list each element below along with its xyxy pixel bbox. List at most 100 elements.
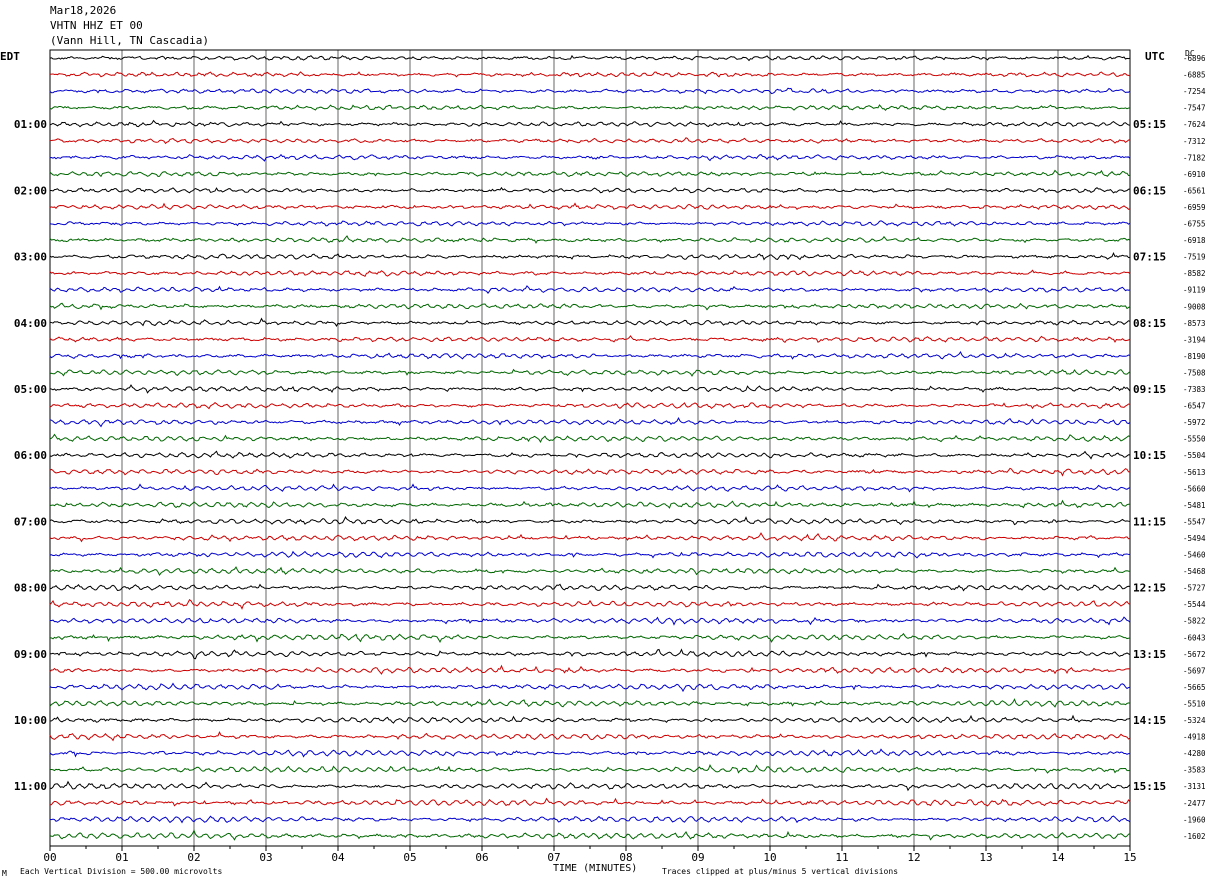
seismic-trace <box>49 153 1131 162</box>
header-station: VHTN HHZ ET 00 <box>50 19 143 32</box>
left-hour-label: 09:00 <box>14 648 47 661</box>
x-tick-label: 01 <box>115 851 128 864</box>
dc-offset-label: -5660 <box>1183 484 1206 493</box>
x-tick-label: 06 <box>475 851 488 864</box>
x-tick-label: 02 <box>187 851 200 864</box>
dc-offset-label: -6755 <box>1183 220 1206 229</box>
seismic-trace <box>49 748 1131 758</box>
dc-offset-label: -5697 <box>1183 666 1206 675</box>
seismic-trace <box>49 169 1131 178</box>
seismic-trace <box>49 87 1131 95</box>
seismic-trace <box>49 54 1131 62</box>
seismic-trace <box>49 302 1131 311</box>
seismic-trace <box>49 186 1131 194</box>
seismic-trace <box>49 532 1131 543</box>
x-tick-label: 00 <box>43 851 56 864</box>
left-hour-label: 10:00 <box>14 714 47 727</box>
dc-offset-label: -5547 <box>1183 517 1206 526</box>
dc-offset-label: -6910 <box>1183 170 1206 179</box>
dc-offset-label: -8582 <box>1183 269 1206 278</box>
right-hour-label: 09:15 <box>1133 383 1166 396</box>
right-hour-label: 14:15 <box>1133 714 1166 727</box>
left-hour-label: 06:00 <box>14 449 47 462</box>
seismic-trace <box>49 317 1131 327</box>
dc-offset-label: -6959 <box>1183 203 1206 212</box>
dc-offset-label: -5544 <box>1183 600 1206 609</box>
dc-offset-label: -5550 <box>1183 435 1206 444</box>
dc-offset-label: -5822 <box>1183 617 1206 626</box>
seismic-trace <box>49 71 1131 78</box>
dc-offset-label: -7254 <box>1183 87 1206 96</box>
left-hour-label: 07:00 <box>14 515 47 528</box>
x-tick-label: 08 <box>619 851 632 864</box>
x-tick-label: 14 <box>1051 851 1065 864</box>
dc-offset-label: -5665 <box>1183 683 1206 692</box>
vertical-division-note: Each Vertical Division = 500.00 microvol… <box>20 867 223 876</box>
right-hour-label: 05:15 <box>1133 118 1166 131</box>
seismic-trace <box>49 137 1131 145</box>
dc-offset-label: -2477 <box>1183 799 1206 808</box>
left-hour-label: 02:00 <box>14 184 47 197</box>
dc-offset-label: -5972 <box>1183 418 1206 427</box>
dc-offset-label: -4918 <box>1183 733 1206 742</box>
dc-offset-label: -7383 <box>1183 385 1206 394</box>
seismic-trace <box>49 516 1131 526</box>
seismic-trace <box>49 550 1131 559</box>
dc-offset-label: -6896 <box>1183 54 1206 63</box>
dc-offset-label: -5510 <box>1183 699 1206 708</box>
dc-offset-label: -6918 <box>1183 236 1206 245</box>
right-hour-label: 12:15 <box>1133 582 1166 595</box>
seismic-trace <box>49 450 1131 460</box>
dc-offset-label: -5324 <box>1183 716 1206 725</box>
dc-offset-label: -7547 <box>1183 104 1206 113</box>
dc-offset-label: -3131 <box>1183 782 1206 791</box>
dc-offset-label: -3194 <box>1183 335 1206 344</box>
dc-offset-label: -8190 <box>1183 352 1206 361</box>
dc-offset-label: -5613 <box>1183 468 1206 477</box>
right-hour-label: 13:15 <box>1133 648 1166 661</box>
x-tick-label: 05 <box>403 851 416 864</box>
dc-offset-label: -1602 <box>1183 832 1206 841</box>
seismic-trace <box>49 251 1131 261</box>
dc-offset-label: -7624 <box>1183 120 1206 129</box>
dc-offset-label: -7508 <box>1183 368 1206 377</box>
seismic-trace <box>49 285 1131 294</box>
seismic-trace <box>49 764 1131 774</box>
seismic-trace <box>49 220 1131 227</box>
dc-offset-label: -3583 <box>1183 766 1206 775</box>
seismic-trace <box>49 797 1131 807</box>
seismic-trace <box>49 698 1131 708</box>
left-hour-label: 05:00 <box>14 383 47 396</box>
dc-offset-label: -6885 <box>1183 71 1206 80</box>
right-hour-label: 15:15 <box>1133 780 1166 793</box>
x-tick-label: 07 <box>547 851 560 864</box>
dc-offset-label: -7182 <box>1183 153 1206 162</box>
seismic-trace <box>49 202 1131 211</box>
dc-offset-label: -9008 <box>1183 302 1206 311</box>
left-hour-label: 04:00 <box>14 317 47 330</box>
seismic-trace <box>49 632 1131 643</box>
dc-header-label: DC <box>1185 49 1195 58</box>
dc-offset-label: -5494 <box>1183 534 1206 543</box>
dc-offset-label: -8573 <box>1183 319 1206 328</box>
dc-offset-label: -5468 <box>1183 567 1206 576</box>
header-date: Mar18,2026 <box>50 4 117 17</box>
header-location: (Vann Hill, TN Cascadia) <box>50 34 209 47</box>
left-hour-label: 08:00 <box>14 582 47 595</box>
clip-note: Traces clipped at plus/minus 5 vertical … <box>662 867 899 876</box>
left-hour-label: 03:00 <box>14 251 47 264</box>
seismic-trace <box>49 269 1131 278</box>
x-tick-label: 03 <box>259 851 272 864</box>
seismic-trace <box>49 235 1131 244</box>
seismic-trace <box>49 664 1131 675</box>
dc-offset-label: -5672 <box>1183 650 1206 659</box>
left-hour-label: 01:00 <box>14 118 47 131</box>
seismic-trace <box>49 598 1131 610</box>
x-tick-label: 15 <box>1123 851 1136 864</box>
seismic-trace <box>49 583 1131 592</box>
right-hour-label: 08:15 <box>1133 317 1166 330</box>
seismic-trace <box>49 104 1131 112</box>
x-tick-label: 09 <box>691 851 704 864</box>
seismic-trace <box>49 416 1131 428</box>
left-hour-label: 11:00 <box>14 780 47 793</box>
